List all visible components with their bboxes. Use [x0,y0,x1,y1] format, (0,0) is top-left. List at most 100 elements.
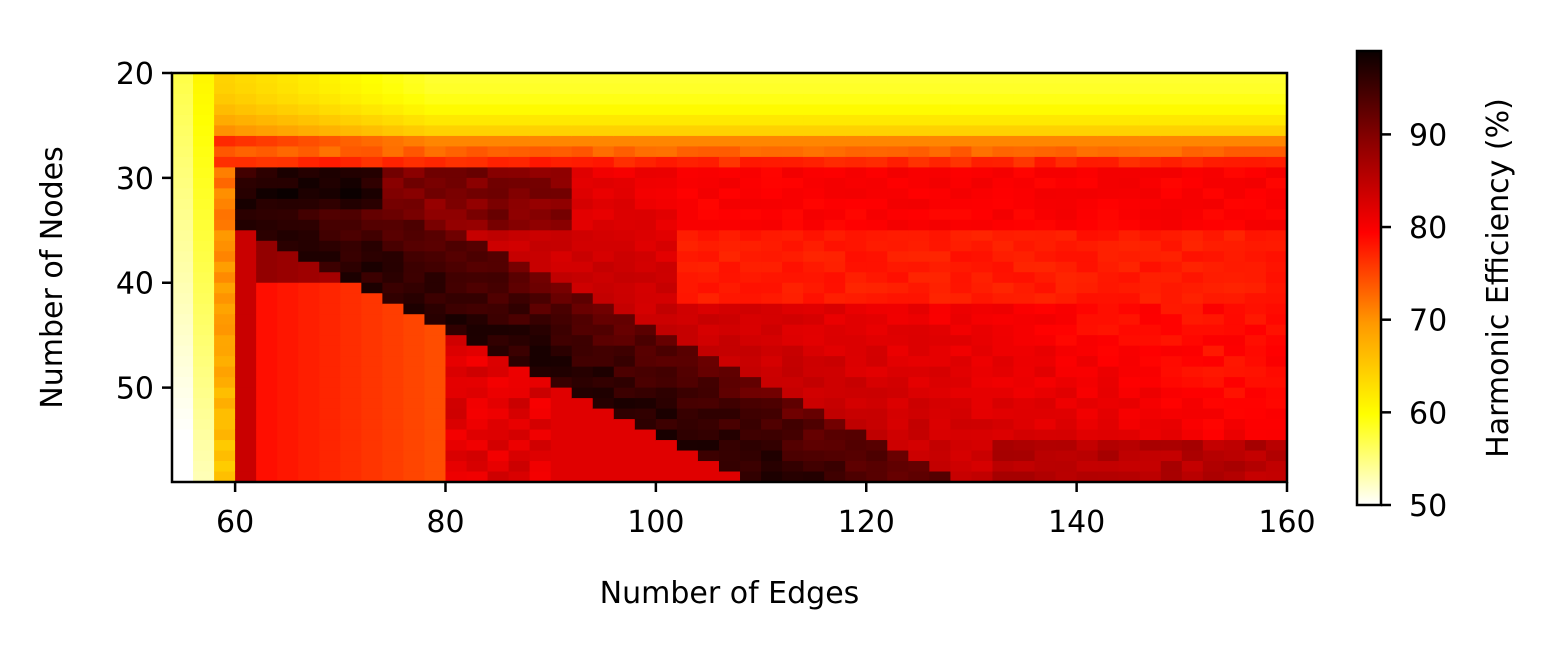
heatmap-cell [1223,387,1246,399]
heatmap-cell [634,303,657,315]
heatmap-cell [740,272,762,284]
heatmap-cell [1118,125,1141,137]
heatmap-cell [319,156,341,168]
heatmap-cell [214,471,236,483]
heatmap-cell [740,440,762,452]
heatmap-cell [235,356,257,368]
heatmap-cell [613,230,636,242]
heatmap-cell [1265,272,1288,284]
heatmap-cell [298,230,320,242]
heatmap-cell [466,167,489,179]
heatmap-cell [550,167,573,179]
heatmap-cell [382,73,405,85]
heatmap-cell [866,146,888,158]
heatmap-cell [487,73,510,85]
heatmap-cell [466,314,489,326]
heatmap-cell [845,314,867,326]
heatmap-cell [424,167,447,179]
heatmap-cell [1223,177,1246,189]
heatmap-cell [382,83,405,95]
heatmap-cell [1244,471,1267,483]
heatmap-cell [803,83,825,95]
heatmap-cell [613,83,636,95]
heatmap-cell [382,167,405,179]
heatmap-cell [382,156,405,168]
heatmap-cell [718,408,741,420]
heatmap-cell [845,104,867,116]
heatmap-cell [761,398,783,410]
heatmap-cell [1202,251,1225,263]
heatmap-cell [676,387,699,399]
heatmap-cell [1223,240,1246,252]
heatmap-cell [697,83,720,95]
heatmap-cell [634,398,657,410]
heatmap-cell [718,104,741,116]
heatmap-cell [1223,209,1246,221]
heatmap-cell [740,366,762,378]
heatmap-cell [445,324,468,336]
heatmap-cell [508,167,531,179]
heatmap-cell [235,440,257,452]
heatmap-cell [718,293,741,305]
heatmap-cell [887,387,909,399]
heatmap-cell [340,387,362,399]
heatmap-cell [740,146,762,158]
heatmap-cell [487,440,510,452]
heatmap-cell [382,377,405,389]
heatmap-cell [445,440,468,452]
heatmap-cell [929,135,951,148]
heatmap-cell [740,125,762,137]
heatmap-cell [1118,387,1141,399]
heatmap-cell [445,146,468,158]
heatmap-cell [403,356,426,368]
heatmap-cell [340,345,362,357]
heatmap-cell [718,230,741,242]
heatmap-cell [950,324,973,336]
heatmap-cell [1097,156,1120,168]
heatmap-cell [950,240,973,252]
x-axis: 60 80 100 120 140 160 [216,482,1316,540]
heatmap-cell [319,135,341,148]
heatmap-cell [613,209,636,221]
heatmap-cell [1244,450,1267,462]
heatmap-cell [971,419,994,431]
heatmap-cell [613,314,636,326]
heatmap-cell [1118,282,1141,294]
heatmap-cell [950,125,973,137]
heatmap-cell [1013,219,1036,231]
heatmap-cell [697,293,720,305]
heatmap-cell [761,408,783,420]
heatmap-cell [445,398,468,410]
heatmap-cell [655,440,678,452]
heatmap-cell [214,73,236,85]
heatmap-cell [845,93,867,106]
heatmap-cell [971,83,994,95]
heatmap-cell [298,167,320,179]
heatmap-cell [445,377,468,389]
heatmap-cell [277,230,299,242]
heatmap-cell [424,230,447,242]
heatmap-cell [550,335,573,347]
heatmap-cell [424,461,447,473]
heatmap-cell [529,303,552,315]
heatmap-cell [718,177,741,189]
heatmap-cell [655,324,678,336]
heatmap-cell [592,167,615,179]
heatmap-cell [403,167,426,179]
heatmap-cell [466,177,489,189]
heatmap-cell [403,230,426,242]
heatmap-cell [1244,156,1267,168]
heatmap-cell [403,272,426,284]
heatmap-cell [466,93,489,106]
heatmap-cell [571,471,594,483]
heatmap-cell [1223,104,1246,116]
heatmap-cell [466,387,489,399]
heatmap-cell [298,104,320,116]
heatmap-cell [1013,335,1036,347]
heatmap-cell [971,293,994,305]
heatmap-cell [193,335,215,347]
heatmap-cell [992,135,1015,148]
heatmap-cell [214,377,236,389]
heatmap-cell [361,261,383,273]
heatmap-cell [508,387,531,399]
